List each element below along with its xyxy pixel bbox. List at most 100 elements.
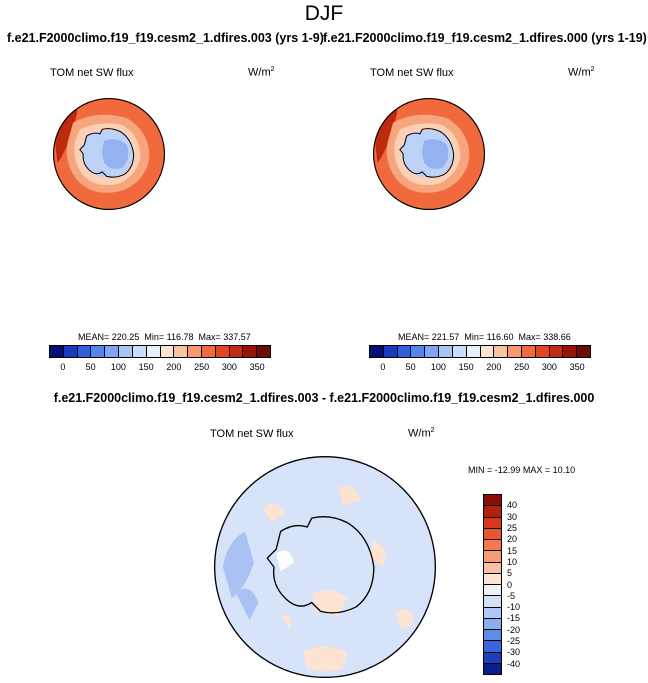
colorbar-swatch bbox=[215, 346, 230, 357]
colorbar-swatch bbox=[484, 573, 501, 585]
panel1-colorbar bbox=[49, 345, 271, 358]
diff-variable-label: TOM net SW flux bbox=[210, 428, 294, 440]
colorbar-tick-label: 20 bbox=[507, 534, 518, 545]
colorbar-swatch bbox=[563, 346, 578, 357]
colorbar-tick-label: 150 bbox=[138, 362, 154, 372]
colorbar-swatch bbox=[535, 346, 550, 357]
diff-polar-map bbox=[214, 456, 436, 678]
colorbar-tick-label: 50 bbox=[85, 362, 96, 372]
colorbar-swatch bbox=[146, 346, 161, 357]
colorbar-swatch bbox=[383, 346, 398, 357]
colorbar-swatch bbox=[484, 663, 501, 674]
panel2-colorbar bbox=[369, 345, 591, 358]
colorbar-swatch bbox=[466, 346, 481, 357]
colorbar-swatch bbox=[370, 346, 384, 357]
colorbar-swatch bbox=[484, 506, 501, 518]
panel2-stats: MEAN= 221.57 Min= 116.60 Max= 338.66 bbox=[398, 332, 571, 342]
colorbar-tick-label: -15 bbox=[507, 613, 521, 624]
colorbar-tick-label: 300 bbox=[541, 362, 557, 372]
colorbar-swatch bbox=[452, 346, 467, 357]
colorbar-tick-label: 100 bbox=[430, 362, 446, 372]
diff-map-fill bbox=[214, 456, 436, 678]
colorbar-tick-label: 25 bbox=[507, 522, 518, 533]
colorbar-tick-label: -25 bbox=[507, 636, 521, 647]
colorbar-tick-label: 300 bbox=[221, 362, 237, 372]
panel1-units-label: W/m2 bbox=[248, 66, 275, 79]
colorbar-swatch bbox=[521, 346, 536, 357]
colorbar-tick-label: 250 bbox=[514, 362, 530, 372]
page-title: DJF bbox=[304, 2, 344, 25]
colorbar-swatch bbox=[484, 607, 501, 619]
diff-units-label: W/m2 bbox=[408, 427, 435, 440]
panel2-title: f.e21.F2000climo.f19_f19.cesm2_1.dfires.… bbox=[323, 31, 647, 45]
colorbar-tick-label: 350 bbox=[569, 362, 585, 372]
colorbar-swatch bbox=[480, 346, 495, 357]
colorbar-swatch bbox=[397, 346, 412, 357]
colorbar-tick-label: -5 bbox=[507, 590, 516, 601]
colorbar-tick-label: -20 bbox=[507, 624, 521, 635]
colorbar-swatch bbox=[77, 346, 92, 357]
colorbar-swatch bbox=[174, 346, 189, 357]
panel2-units-label: W/m2 bbox=[568, 66, 595, 79]
colorbar-tick-label: -30 bbox=[507, 647, 521, 658]
colorbar-swatch bbox=[484, 562, 501, 574]
panel2-map-fill bbox=[373, 98, 485, 210]
colorbar-tick-label: 10 bbox=[507, 556, 518, 567]
panel1-colorbar-ticks: 0 50 100 150 200 250 300 350 bbox=[49, 362, 271, 374]
colorbar-swatch bbox=[484, 652, 501, 664]
colorbar-swatch bbox=[91, 346, 106, 357]
colorbar-tick-label: -40 bbox=[507, 658, 521, 669]
colorbar-swatch bbox=[119, 346, 133, 357]
diff-colorbar-ticks: 40 30 25 20 15 10 5 0 -5 -10 -15 -20 -25 -30 -40 bbox=[507, 494, 537, 675]
colorbar-swatch bbox=[160, 346, 175, 357]
colorbar-swatch bbox=[549, 346, 564, 357]
panel1-title: f.e21.F2000climo.f19_f19.cesm2_1.dfires.… bbox=[7, 31, 324, 45]
colorbar-swatch bbox=[201, 346, 216, 357]
colorbar-tick-label: 5 bbox=[507, 568, 513, 579]
colorbar-swatch bbox=[484, 618, 501, 630]
colorbar-swatch bbox=[411, 346, 426, 357]
colorbar-tick-label: 200 bbox=[166, 362, 182, 372]
colorbar-swatch bbox=[132, 346, 147, 357]
colorbar-swatch bbox=[484, 596, 501, 608]
colorbar-swatch bbox=[188, 346, 202, 357]
panel1-polar-map bbox=[53, 98, 165, 210]
colorbar-tick-label: 30 bbox=[507, 511, 518, 522]
colorbar-swatch bbox=[63, 346, 78, 357]
panel2-polar-map bbox=[373, 98, 485, 210]
colorbar-swatch bbox=[484, 517, 501, 529]
diff-title: f.e21.F2000climo.f19_f19.cesm2_1.dfires.… bbox=[53, 391, 595, 405]
colorbar-swatch bbox=[243, 346, 258, 357]
diff-colorbar bbox=[483, 494, 502, 675]
colorbar-swatch bbox=[257, 346, 270, 357]
colorbar-tick-label: 350 bbox=[249, 362, 265, 372]
colorbar-tick-label: 0 bbox=[380, 362, 386, 372]
panel1-variable-label: TOM net SW flux bbox=[50, 67, 134, 79]
colorbar-tick-label: 100 bbox=[110, 362, 126, 372]
panel1-map-fill bbox=[53, 98, 165, 210]
colorbar-swatch bbox=[484, 630, 501, 642]
colorbar-tick-label: 150 bbox=[458, 362, 474, 372]
colorbar-tick-label: 0 bbox=[60, 362, 66, 372]
colorbar-tick-label: 50 bbox=[405, 362, 416, 372]
colorbar-swatch bbox=[484, 540, 501, 552]
diff-coastline bbox=[266, 516, 375, 614]
colorbar-tick-label: 250 bbox=[194, 362, 210, 372]
colorbar-tick-label: 15 bbox=[507, 545, 518, 556]
colorbar-tick-label: 0 bbox=[507, 579, 513, 590]
colorbar-swatch bbox=[50, 346, 64, 357]
colorbar-swatch bbox=[494, 346, 509, 357]
colorbar-swatch bbox=[484, 495, 501, 507]
diff-stats: MIN = -12.99 MAX = 10.10 bbox=[468, 465, 576, 475]
colorbar-swatch bbox=[229, 346, 244, 357]
panel2-colorbar-ticks: 0 50 100 150 200 250 300 350 bbox=[369, 362, 591, 374]
colorbar-swatch bbox=[105, 346, 120, 357]
colorbar-swatch bbox=[484, 585, 501, 597]
colorbar-swatch bbox=[508, 346, 522, 357]
colorbar-swatch bbox=[577, 346, 590, 357]
panel1-stats: MEAN= 220.25 Min= 116.78 Max= 337.57 bbox=[78, 332, 251, 342]
colorbar-tick-label: 40 bbox=[507, 500, 518, 511]
colorbar-tick-label: -10 bbox=[507, 602, 521, 613]
panel2-coastline bbox=[399, 128, 455, 178]
colorbar-swatch bbox=[425, 346, 440, 357]
